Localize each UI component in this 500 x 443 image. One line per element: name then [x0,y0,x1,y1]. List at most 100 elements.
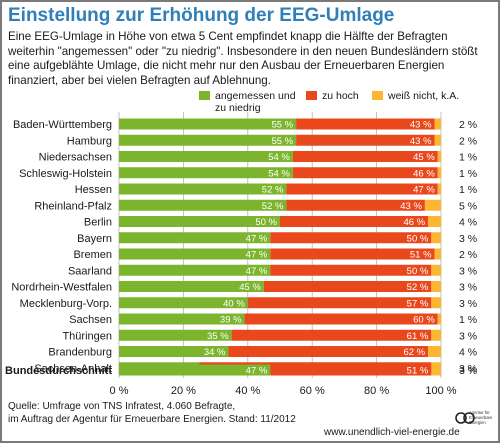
source-line-2: im Auftrag der Agentur für Erneuerbare E… [8,413,296,425]
data-label-green: 55 % [271,136,293,147]
website-url: www.unendlich-viel-energie.de [324,427,460,438]
bar-segment-green [119,248,271,260]
data-label-unknown: 4 % [459,347,477,359]
x-tick-label: 60 % [300,385,325,397]
legend-label: weiß nicht, k.A. [387,90,459,102]
data-label-green: 47 % [246,233,268,244]
bar-segment-red [270,264,432,276]
agency-logo-text: Agentur für Erneuerbare Energien [469,410,493,425]
category-label: Saarland [68,265,112,277]
data-label-red: 50 % [407,266,429,277]
data-label-red: 47 % [413,185,435,196]
category-label: Brandenburg [48,347,112,359]
bar-segment-red [280,216,429,227]
data-label-unknown: 3 % [459,363,477,375]
bar-segment-red [286,183,438,195]
category-label: Bremen [73,249,112,261]
bar-segment-green [119,118,297,130]
data-label-green: 45 % [239,282,261,293]
data-label-green: 54 % [268,168,290,179]
data-label-red: 57 % [407,298,429,309]
data-label-unknown: 1 % [459,168,477,180]
data-label-unknown: 1 % [459,184,477,196]
data-label-red: 51 % [410,250,432,261]
bar-segment-green [119,134,297,146]
bar-segment-green [119,329,232,341]
legend-swatch [306,91,317,100]
data-label-red: 43 % [400,201,422,212]
data-label-unknown: 3 % [459,233,477,245]
bar-segment-red [247,297,432,309]
data-label-unknown: 3 % [459,365,477,377]
data-label-unknown: 4 % [459,217,477,229]
bar-segment-green [119,216,280,227]
bar-segment-green [119,199,287,211]
category-label: Hamburg [67,135,112,147]
bar-segment-red [270,232,432,244]
bar-segment-red [296,134,435,146]
bar-segment-red [296,118,435,130]
legend-swatch [372,91,383,100]
category-label: Rheinland-Pfalz [34,200,112,212]
bar-segment-yellow [434,248,441,260]
category-label: Bundesdurchschnitt [5,365,112,377]
data-label-red: 43 % [410,136,432,147]
data-label-unknown: 3 % [459,265,477,277]
data-label-green: 47 % [246,266,268,277]
bar-segment-green [119,232,271,244]
data-label-unknown: 1 % [459,152,477,164]
bar-segment-green [119,297,248,309]
bar-segment-yellow [428,216,441,227]
data-label-green: 39 % [220,315,242,326]
data-label-unknown: 3 % [459,282,477,294]
data-label-green: 52 % [262,201,284,212]
bar-segment-yellow [431,281,441,292]
data-label-red: 51 % [407,366,429,377]
category-label: Hessen [75,184,112,196]
bar-segment-red [292,167,438,179]
data-label-unknown: 5 % [459,200,477,212]
data-label-unknown: 2 % [459,135,477,147]
source-note: Quelle: Umfrage von TNS Infratest, 4.060… [8,401,296,426]
source-line-1: Quelle: Umfrage von TNS Infratest, 4.060… [8,401,236,412]
bar-segment-red [231,329,432,341]
x-tick-label: 0 % [110,385,129,397]
chart-title: Einstellung zur Erhöhung der EEG-Umlage [8,5,395,26]
category-label: Bayern [77,233,112,245]
data-label-green: 55 % [271,120,293,131]
data-label-green: 50 % [255,217,277,228]
category-label: Berlin [84,217,112,229]
bar-segment-yellow [437,313,441,325]
bar-segment-red [263,281,432,292]
category-label: Sachsen-Anhalt [34,363,112,375]
data-label-red: 61 % [407,331,429,342]
bar-segment-green [119,281,264,292]
bar-segment-red [286,199,425,211]
data-label-unknown: 3 % [459,298,477,310]
bar-segment-green [119,264,271,276]
x-tick-label: 40 % [235,385,260,397]
category-label: Sachsen [69,314,112,326]
bar-segment-yellow [437,167,441,179]
legend-label: angemessen und zu niedrig [215,90,296,114]
data-label-red: 46 % [413,168,435,179]
data-label-red: 45 % [413,152,435,163]
legend-label: zu hoch [322,90,359,102]
x-tick-label: 20 % [171,385,196,397]
bar-segment-green [119,183,287,195]
bar-segment-yellow [431,364,441,376]
bar-segment-green [119,313,245,325]
bar-segment-yellow [431,264,441,276]
bar-segment-yellow [437,183,441,195]
bar-segment-red [228,346,429,357]
bar-segment-red [292,151,438,162]
data-label-red: 46 % [403,217,425,228]
data-label-green: 40 % [223,298,245,309]
data-label-red: 62 % [403,347,425,358]
category-label: Thüringen [62,330,112,342]
bar-segment-yellow [428,346,441,357]
bar-segment-yellow [437,151,441,162]
bar-segment-yellow [431,232,441,244]
